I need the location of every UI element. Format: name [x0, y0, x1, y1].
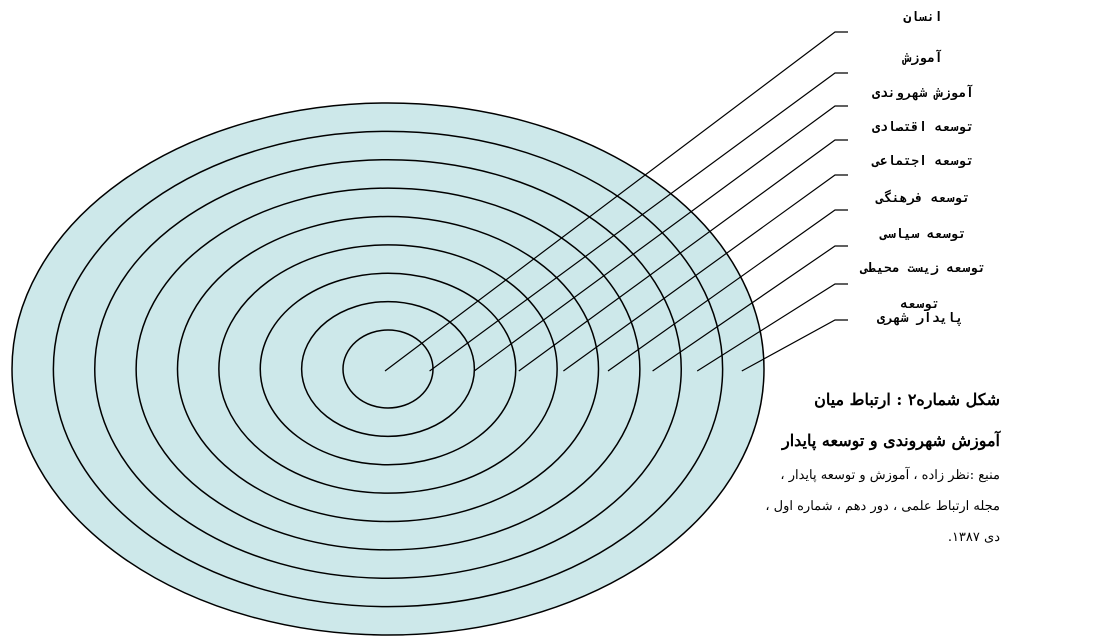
ring-label: توسعه اقتصادی	[872, 120, 974, 135]
ring-label: توسعه سیاسی	[879, 227, 967, 242]
ring-label: توسعه اجتماعی	[872, 154, 974, 169]
leader-line	[741, 319, 848, 372]
caption-source: مجله ارتباط علمی ، دور دهم ، شماره اول ،	[765, 499, 1000, 514]
leader-line	[696, 283, 848, 372]
ring-label: آموزش	[903, 51, 943, 66]
leader-line	[429, 72, 848, 372]
leader-line	[652, 245, 848, 372]
ring-label: انسان	[903, 10, 943, 25]
leader-line	[518, 139, 848, 372]
leader-line	[563, 174, 848, 372]
caption-title: آموزش شهروندی و توسعه پایدار	[781, 431, 1000, 450]
leader-line	[473, 105, 848, 372]
ring-label: آموزش شهروندی	[872, 86, 974, 101]
caption-source: دی ۱۳۸۷.	[947, 530, 1000, 545]
ring-label: توسعه پایدار شهری	[876, 297, 964, 326]
ring-label: توسعه فرهنگی	[876, 191, 970, 206]
leader-line	[607, 209, 848, 372]
caption-source: منبع :نظر زاده ، آموزش و توسعه پایدار ،	[780, 468, 1000, 483]
caption-title: شکل شماره۲ : ارتباط میان	[814, 390, 1000, 409]
ring-label: توسعه زیست محیطی	[860, 261, 986, 276]
leader-line	[384, 31, 848, 372]
